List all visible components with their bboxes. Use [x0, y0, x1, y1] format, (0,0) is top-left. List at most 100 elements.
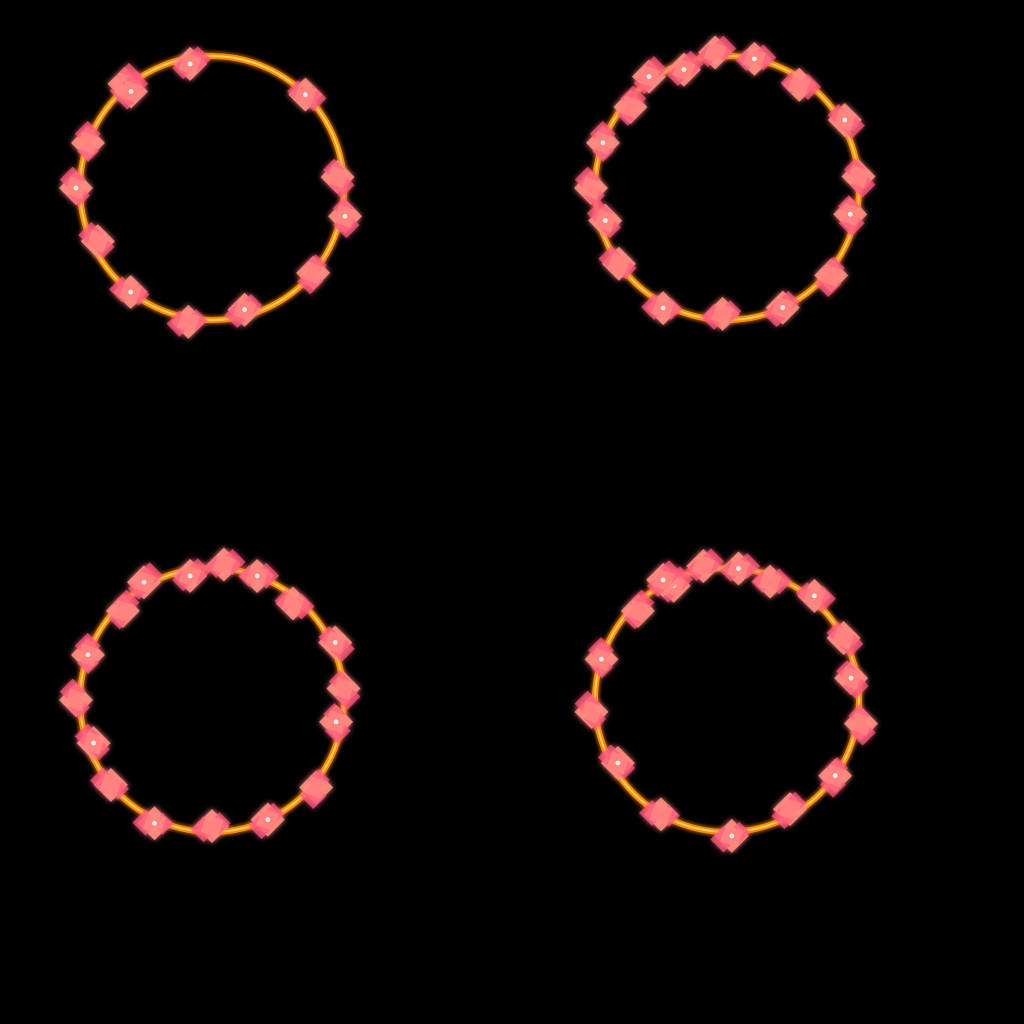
sparkle-dot [842, 117, 848, 123]
sparkle-dot [91, 740, 96, 746]
sparkle-dot [152, 820, 157, 826]
blossom-cluster [613, 85, 648, 126]
blossom-cluster [795, 578, 836, 613]
blossom-cluster [172, 558, 211, 593]
blossom-petal [301, 261, 325, 285]
sparkle-dot [832, 773, 838, 779]
blossom-cluster [780, 67, 822, 102]
blossom-petal [176, 310, 200, 334]
blossom-petal [579, 176, 603, 200]
sparkle-dot [242, 307, 248, 313]
blossom-petal [86, 229, 110, 253]
blossom-cluster [827, 103, 865, 139]
sparkle-dot [848, 675, 854, 681]
sparkle-dot [73, 185, 79, 191]
blossom-cluster [841, 158, 876, 198]
blossom-cluster [70, 632, 105, 674]
blossom-petal [99, 773, 123, 797]
blossom-cluster [89, 767, 129, 802]
blossom-cluster [833, 195, 868, 237]
blossom-cluster [598, 245, 637, 281]
blossom-petal [281, 591, 305, 616]
blossom-cluster [719, 551, 761, 586]
blossom-petal [111, 599, 135, 623]
blossom-cluster [132, 806, 174, 841]
blossom-petal [778, 797, 802, 821]
blossom-petal [607, 252, 631, 276]
sparkle-dot [729, 833, 735, 839]
sparkle-dot [681, 67, 687, 72]
sparkle-dot [141, 579, 147, 585]
blossom-petal [787, 73, 811, 97]
sparkle-dot [599, 656, 604, 662]
blossom-cluster [78, 222, 115, 259]
blossom-cluster [274, 586, 315, 621]
blossom-petal [304, 775, 328, 799]
blossom-petal [703, 40, 727, 65]
blossom-cluster [74, 723, 111, 761]
blossom-cluster [834, 660, 869, 699]
sparkle-dot [847, 211, 853, 217]
sparkle-dot [128, 89, 134, 94]
blossom-cluster [296, 254, 331, 295]
blossom-cluster [287, 77, 327, 112]
blossom-cluster [639, 797, 680, 832]
sparkle-dot [812, 593, 817, 599]
blossom-petal [649, 802, 673, 826]
frame-bottom-right [574, 548, 878, 853]
blossom-cluster [763, 290, 800, 328]
frame-top-right [574, 35, 876, 331]
blossom-petal [711, 302, 735, 326]
blossom-cluster [59, 166, 93, 207]
blossom-cluster [127, 562, 163, 600]
sparkle-dot [602, 218, 608, 224]
blossom-cluster [646, 560, 683, 597]
blossom-petal [626, 599, 650, 623]
blossom-petal [819, 263, 843, 287]
blossom-cluster [238, 558, 280, 593]
blossom-cluster [574, 690, 609, 731]
blossom-cluster [585, 120, 620, 162]
blossom-cluster [696, 35, 737, 70]
sparkle-dot [752, 56, 757, 62]
sparkle-dot [615, 760, 621, 766]
blossom-cluster [641, 291, 683, 326]
sparkle-dot [332, 640, 338, 645]
blossom-petal [846, 164, 871, 189]
blossom-cluster [190, 809, 231, 843]
blossom-cluster [299, 768, 334, 809]
blossom-cluster [771, 791, 807, 830]
blossom-cluster [59, 678, 93, 719]
blossom-cluster [735, 41, 777, 76]
blossom-cluster [751, 564, 793, 599]
blossom-petal [758, 570, 782, 594]
blossom-cluster [597, 744, 636, 780]
sparkle-dot [254, 573, 260, 579]
blossom-cluster [318, 625, 355, 662]
blossom-cluster [166, 304, 208, 339]
blossom-cluster [328, 197, 363, 239]
blossom-cluster [172, 46, 211, 81]
blossom-cluster [701, 296, 742, 331]
blossom-cluster [109, 275, 150, 310]
blossom-cluster [320, 158, 355, 199]
blossom-petal [331, 676, 356, 701]
sparkle-dot [187, 573, 193, 579]
blossom-petal [579, 700, 604, 724]
blossom-cluster [710, 818, 751, 853]
sparkle-dot [302, 92, 308, 98]
sparkle-dot [660, 577, 666, 583]
sparkle-dot [265, 817, 271, 823]
sparkle-dot [780, 305, 786, 311]
sparkle-dot [646, 74, 652, 79]
sparkle-dot [736, 566, 741, 571]
blossom-petal [212, 552, 236, 577]
blossom-cluster [105, 589, 140, 630]
frame-top-left [59, 46, 363, 339]
blossom-cluster [843, 704, 878, 746]
blossom-cluster [826, 621, 864, 657]
blossom-petal [76, 131, 100, 155]
blossom-cluster [114, 70, 149, 110]
